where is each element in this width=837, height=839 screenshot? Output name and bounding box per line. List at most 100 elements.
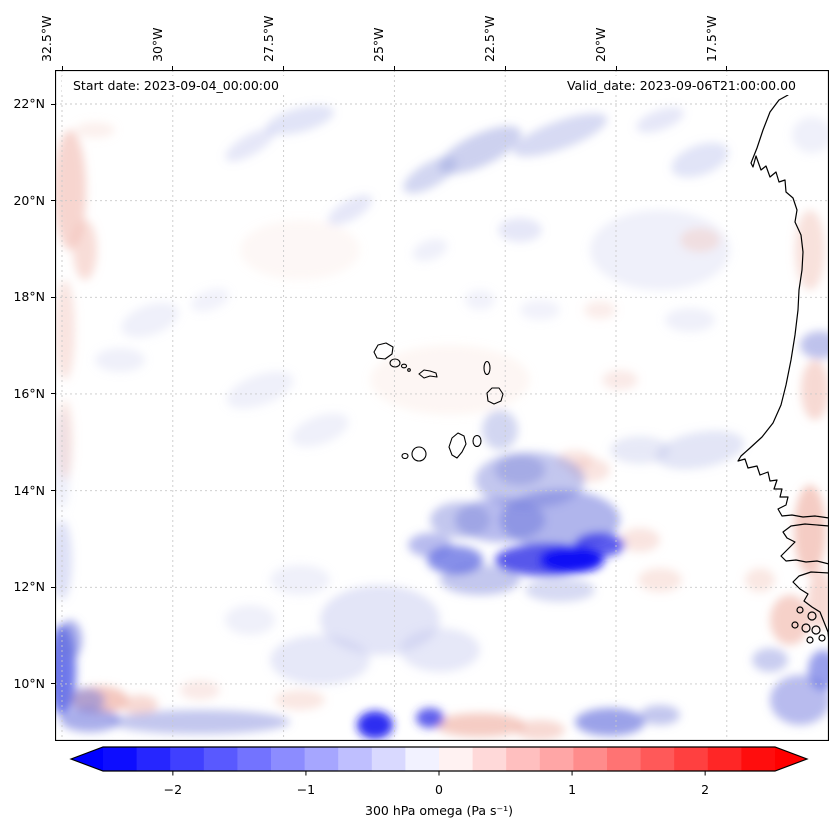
- island-fogo: [411, 446, 427, 462]
- omega-field-blob: [801, 360, 829, 420]
- omega-field-blob: [95, 348, 145, 372]
- omega-field-blob: [291, 413, 349, 447]
- omega-field-blob: [55, 280, 75, 380]
- lat-tick-label: 12°N: [13, 579, 45, 595]
- omega-field-blob: [515, 720, 565, 740]
- island-sao-nicolau: [418, 369, 438, 379]
- colorbar-band: [674, 747, 709, 771]
- omega-field-blob: [680, 228, 720, 252]
- graticule: [55, 70, 829, 741]
- omega-field-blob: [60, 708, 120, 732]
- colorbar-band: [439, 747, 474, 771]
- colorbar-tick-label: 0: [435, 782, 443, 797]
- omega-field-blob: [180, 680, 220, 700]
- lat-tick: [51, 586, 55, 588]
- colorbar-band: [170, 747, 205, 771]
- omega-field-blob: [240, 220, 360, 280]
- omega-field-blob: [770, 675, 829, 725]
- coastline-segment: [737, 94, 829, 519]
- lat-tick-label: 16°N: [13, 385, 45, 401]
- omega-field-blob: [540, 547, 604, 573]
- omega-field-blob: [808, 650, 829, 690]
- omega-field-blob: [525, 578, 595, 602]
- colorbar-band: [203, 747, 238, 771]
- omega-field-blob: [482, 410, 518, 450]
- omega-field-blob: [275, 690, 325, 710]
- colorbar-band: [103, 747, 138, 771]
- omega-field-blob: [225, 605, 275, 635]
- lon-tick-label: 30°W: [149, 27, 165, 62]
- omega-field-blob: [430, 502, 490, 538]
- omega-field-blob: [327, 194, 373, 226]
- bijagos-islet: [796, 606, 804, 614]
- lat-tick: [51, 683, 55, 685]
- omega-field-blob: [638, 568, 682, 592]
- omega-field-blob: [403, 156, 457, 194]
- lon-tick: [61, 66, 63, 70]
- island-santo-antao: [373, 342, 394, 360]
- lat-tick: [51, 490, 55, 492]
- lat-tick-label: 10°N: [13, 675, 45, 691]
- island-sao-vicente: [389, 358, 401, 368]
- omega-field-blob: [575, 708, 645, 736]
- omega-field-blob: [795, 210, 825, 290]
- colorbar-gradient: −2 −1 0 1 2: [69, 746, 809, 797]
- map-frame: [55, 70, 829, 741]
- omega-field-blob: [55, 520, 72, 600]
- island-brava: [401, 452, 409, 460]
- bijagos-islet: [806, 636, 814, 644]
- omega-field-blob: [602, 370, 638, 390]
- island-boa-vista: [486, 387, 504, 405]
- omega-field-blob: [520, 300, 560, 320]
- lon-tick-label: 27.5°W: [260, 15, 276, 62]
- lat-tick: [51, 393, 55, 395]
- colorbar-band: [506, 747, 541, 771]
- omega-field-blob: [438, 126, 522, 174]
- colorbar-extend-max-arrow: [775, 747, 807, 771]
- omega-field-blob: [770, 595, 810, 645]
- colorbar-band: [405, 747, 440, 771]
- omega-field-blob: [435, 713, 525, 737]
- omega-field-blob: [427, 546, 483, 574]
- omega-field-blob: [512, 113, 608, 157]
- omega-field-blob: [640, 705, 680, 725]
- omega-field-blob: [110, 710, 290, 734]
- lon-tick-label: 22.5°W: [482, 15, 498, 62]
- omega-field-blob: [498, 218, 542, 242]
- colorbar-band: [237, 747, 272, 771]
- lat-tick-label: 22°N: [13, 96, 45, 111]
- lat-tick-label: 20°N: [13, 192, 45, 208]
- omega-field-blob: [270, 565, 330, 595]
- omega-field-blob: [800, 331, 829, 359]
- omega-field-blob: [671, 142, 729, 178]
- island-maio: [472, 434, 482, 448]
- bijagos-islet: [791, 621, 799, 629]
- omega-field-blob: [495, 455, 545, 485]
- omega-field-map: [55, 70, 829, 741]
- omega-field-blob: [58, 620, 82, 660]
- omega-field-blob: [794, 485, 826, 575]
- colorbar-band: [136, 747, 171, 771]
- colorbar-extend-min-arrow: [71, 747, 103, 771]
- omega-field-blob: [122, 695, 158, 715]
- coastline-segment: [780, 523, 829, 565]
- omega-field-blob: [745, 568, 775, 592]
- omega-field-blob: [808, 570, 829, 630]
- coastline-segment: [792, 571, 829, 642]
- island-santa-luzia: [400, 363, 408, 369]
- colorbar-tick-label: 2: [701, 782, 709, 797]
- lon-tick: [615, 66, 617, 70]
- omega-field-blob: [665, 308, 715, 332]
- lon-tick-label: 25°W: [371, 27, 387, 62]
- lon-tick: [172, 66, 174, 70]
- colorbar-band: [271, 747, 306, 771]
- colorbar-band: [707, 747, 742, 771]
- omega-field-blob: [400, 628, 480, 672]
- lat-tick: [51, 296, 55, 298]
- omega-field-blob: [416, 708, 444, 728]
- omega-field-blob: [57, 400, 73, 480]
- bijagos-islet: [807, 611, 817, 621]
- lon-tick-label: 20°W: [593, 27, 608, 62]
- omega-field-blob: [412, 238, 448, 262]
